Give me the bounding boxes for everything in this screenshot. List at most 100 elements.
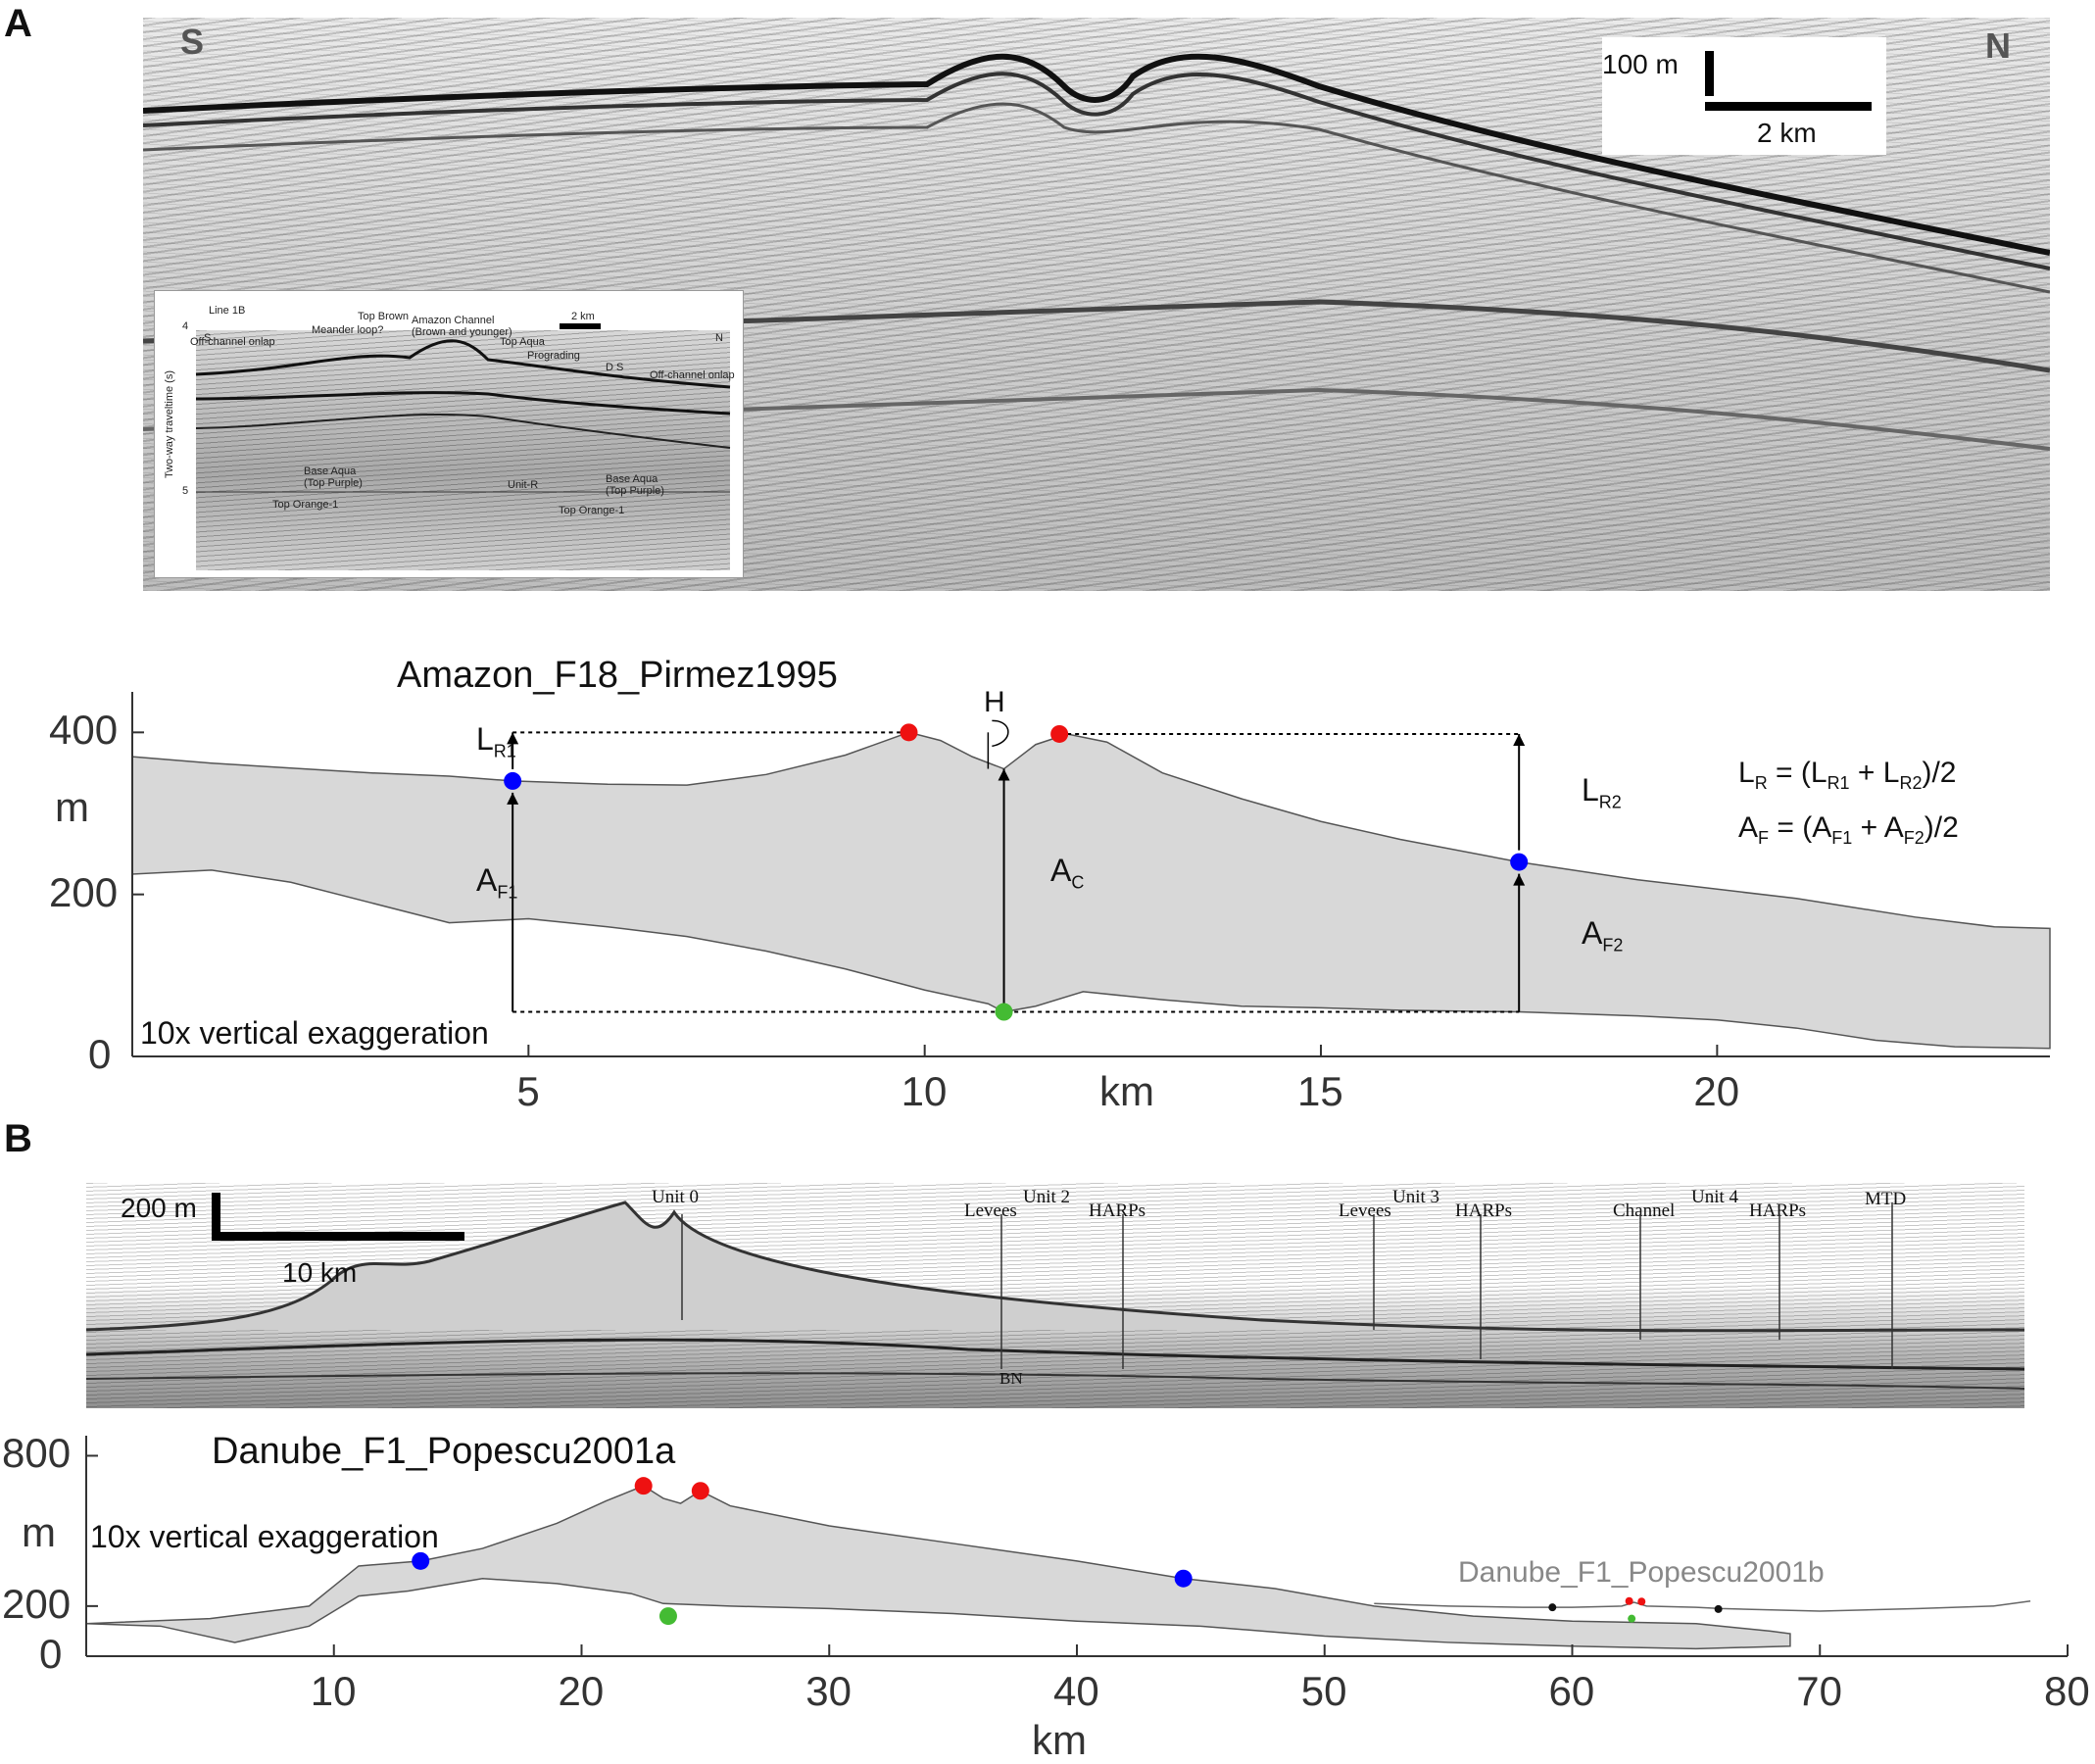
inset-n: N	[715, 332, 723, 344]
annotation-lr2-sub: R2	[1598, 792, 1622, 812]
inset-label: Unit-R	[508, 479, 539, 491]
chart-b-note: 10x vertical exaggeration	[90, 1519, 439, 1554]
feature-label: HARPs	[1089, 1200, 1146, 1221]
inset-label: Base Aqua	[304, 466, 357, 477]
lr1-arrow-head	[507, 732, 519, 745]
crest-point	[691, 1482, 709, 1500]
inset-tick: 4	[182, 320, 189, 332]
feature-label: HARPs	[1749, 1200, 1807, 1221]
levee-profile-area	[131, 731, 2051, 1050]
x-tick-label: 70	[1796, 1668, 1842, 1714]
equation-af-lhs-sub: F	[1758, 828, 1770, 848]
equation-af: AF = (AF1 + AF2)/2	[1738, 811, 1959, 848]
inset-label: Base Aqua	[606, 473, 658, 485]
profile-b-line	[1374, 1600, 2031, 1612]
inset-label: Top Orange-1	[559, 505, 625, 516]
annotation-lr1-sub: R1	[493, 741, 516, 761]
x-tick-label: 20	[558, 1668, 605, 1714]
crest-point	[1050, 724, 1069, 743]
annotation-af1-sub: F1	[497, 882, 518, 903]
horizontal-scale-bar	[1705, 102, 1872, 111]
levee-point	[504, 771, 522, 790]
annotation-af1: AF1	[476, 862, 518, 903]
x-tick-label: 60	[1548, 1668, 1595, 1714]
seismic-reflectors-b	[86, 1200, 2024, 1390]
annotation-lr2: LR2	[1582, 772, 1622, 812]
x-tick-label: 50	[1300, 1668, 1347, 1714]
x-tick-label: 10	[310, 1668, 357, 1714]
annotation-af2-sub: F2	[1602, 935, 1624, 956]
inset-label: (Top Purple)	[304, 477, 363, 489]
crest-point	[900, 723, 918, 742]
x-tick-label: 80	[2044, 1668, 2090, 1714]
x-tick-label: 10	[901, 1068, 948, 1114]
feature-label: HARPs	[1455, 1200, 1513, 1221]
equation-af-f1-sub: F1	[1831, 828, 1853, 848]
chart-b-ylabel: m	[22, 1509, 56, 1555]
x-tick-label: 5	[516, 1068, 540, 1114]
feature-label: BN	[999, 1369, 1023, 1388]
ac-arrow-head	[998, 768, 1010, 781]
chart-a-note: 10x vertical exaggeration	[140, 1015, 489, 1051]
thalweg-point	[658, 1607, 677, 1626]
chart-b-xlabel: km	[1032, 1717, 1087, 1763]
chart-a-xlabel: km	[1099, 1068, 1154, 1114]
y-tick-label: 200	[49, 868, 119, 915]
unit-label: Unit 3	[1392, 1187, 1440, 1207]
annotation-ac-sub: C	[1071, 872, 1085, 893]
inset-tick: 5	[182, 485, 189, 497]
unit-label: Unit 0	[652, 1187, 700, 1207]
chart-b-title: Danube_F1_Popescu2001a	[212, 1431, 676, 1472]
equation-lr-lhs-sub: R	[1754, 773, 1768, 793]
seismic-b-pointers	[681, 1202, 1893, 1369]
inset-seismic-line-1b: Line 1B 2 km S N Two-way traveltime (s) …	[154, 290, 744, 578]
inset-scale-label: 2 km	[571, 311, 595, 322]
levee-point	[1510, 853, 1529, 871]
inset-horizons	[195, 323, 731, 493]
crest-point	[634, 1477, 653, 1495]
vertical-scale-bar	[1705, 51, 1714, 96]
b-thalweg-point	[1628, 1614, 1636, 1623]
unit-label: Unit 4	[1691, 1187, 1739, 1207]
h-arc	[992, 719, 1009, 748]
x-tick-label: 20	[1693, 1068, 1740, 1114]
inset-label: Meander loop?	[312, 324, 384, 336]
direction-north: N	[1985, 25, 2011, 66]
unit-label: Unit 2	[1023, 1187, 1071, 1207]
inset-label: (Brown and younger)	[412, 326, 512, 338]
y-tick-label: 400	[49, 707, 119, 754]
thalweg-point	[995, 1003, 1013, 1021]
annotation-af2: AF2	[1582, 915, 1624, 956]
panel-label-b: B	[4, 1117, 32, 1160]
scale-bar-a: 100 m 2 km	[1602, 37, 1886, 155]
inset-label: Off-channel onlap	[190, 336, 275, 348]
vertical-scale-bar	[212, 1193, 220, 1232]
chart-b-second-profile-label: Danube_F1_Popescu2001b	[1458, 1556, 1825, 1589]
feature-label: Channel	[1613, 1200, 1676, 1221]
inset-label: D S	[606, 362, 624, 373]
inset-label: Top Brown	[358, 311, 409, 322]
panel-label-a: A	[4, 2, 32, 45]
inset-label: Top Orange-1	[272, 499, 339, 511]
chart-a-ylabel: m	[55, 784, 89, 830]
y-tick-label: 0	[88, 1031, 112, 1077]
feature-label: Levees	[964, 1200, 1017, 1221]
annotation-h: H	[984, 686, 1005, 718]
levee-point	[1174, 1569, 1193, 1588]
af2-arrow-head	[1513, 873, 1526, 886]
levee-profile-area	[85, 1485, 1791, 1650]
inset-label: Prograding	[527, 350, 580, 362]
b-levee-point	[1548, 1603, 1557, 1612]
inset-label: Amazon Channel	[412, 315, 495, 326]
horizontal-scale-label: 2 km	[1757, 118, 1817, 148]
feature-label: MTD	[1865, 1189, 1907, 1209]
equation-lr-r2-sub: R2	[1899, 773, 1923, 793]
equation-lr: LR = (LR1 + LR2)/2	[1738, 757, 1957, 793]
inset-label: Top Aqua	[500, 336, 545, 348]
direction-south: S	[180, 22, 205, 62]
vertical-scale-label: 100 m	[1602, 49, 1679, 79]
x-tick-label: 30	[805, 1668, 852, 1714]
y-tick-label: 0	[39, 1631, 63, 1677]
